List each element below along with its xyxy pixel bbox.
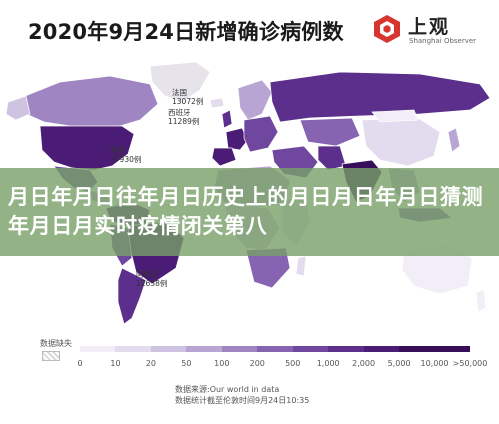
legend-tick-label: 10,000 bbox=[420, 359, 449, 368]
region-scandinavia bbox=[237, 79, 273, 121]
callout-spain: 西班牙 11289例 bbox=[168, 108, 199, 126]
region-canada bbox=[19, 75, 159, 129]
callout-label: 西班牙 bbox=[168, 108, 191, 117]
region-china bbox=[361, 117, 441, 167]
callout-label: 美国 bbox=[110, 146, 125, 155]
overlay-banner: 月日年月日往年月日历史上的月日月日年月日猜测年月日月实时疫情闭关第八 bbox=[0, 168, 499, 256]
callout-france: 法国 13072例 bbox=[172, 88, 203, 106]
shanghai-observer-logo-icon bbox=[374, 15, 400, 43]
callout-value: 11289例 bbox=[168, 117, 200, 126]
legend-scale: 0 10 20 50 100 200 500 1,000 2,000 5,000 10,000 >50… bbox=[77, 346, 487, 368]
legend-swatch bbox=[363, 346, 400, 352]
callout-usa: 美国 37930例 bbox=[110, 146, 141, 164]
legend-tick-label: 500 bbox=[285, 359, 301, 368]
legend-swatch bbox=[434, 346, 471, 352]
region-new-zealand bbox=[475, 289, 487, 313]
legend-tick-label: >50,000 bbox=[452, 359, 488, 368]
legend-tick-label: 10 bbox=[110, 359, 121, 368]
region-alaska bbox=[5, 95, 31, 121]
region-greenland bbox=[149, 62, 211, 103]
color-legend: 数据缺失 0 10 20 50 100 200 500 1,000 2,000 5,000 10,0… bbox=[40, 338, 487, 368]
legend-tick-label: 100 bbox=[214, 359, 230, 368]
region-iceland bbox=[209, 97, 225, 109]
region-madagascar bbox=[295, 255, 307, 277]
callout-label: 阿根廷 bbox=[136, 270, 159, 279]
legend-tick-label: 1,000 bbox=[316, 359, 340, 368]
logo-name: 上观 bbox=[408, 16, 451, 38]
region-russia bbox=[269, 71, 491, 123]
legend-tick-label: 2,000 bbox=[352, 359, 376, 368]
region-spain bbox=[211, 147, 237, 167]
region-argentina bbox=[117, 267, 147, 325]
logo-subtitle: Shanghai Observer bbox=[409, 37, 477, 45]
legend-swatch bbox=[257, 346, 294, 352]
brand-logo: 上观 Shanghai Observer bbox=[372, 10, 490, 50]
callout-value: 12638例 bbox=[136, 279, 168, 288]
region-uk bbox=[221, 109, 233, 129]
region-japan bbox=[447, 127, 461, 153]
callout-label: 法国 bbox=[172, 88, 187, 97]
legend-missing-swatch bbox=[42, 351, 60, 361]
legend-tick-label: 0 bbox=[77, 359, 83, 368]
legend-tick-label: 50 bbox=[181, 359, 192, 368]
legend-swatch bbox=[292, 346, 329, 352]
legend-swatch bbox=[186, 346, 223, 352]
legend-tick-label: 20 bbox=[145, 359, 156, 368]
page-title: 2020年9月24日新增确诊病例数 bbox=[28, 20, 344, 44]
source-date-line: 数据统计截至伦敦时间9月24日10:35 bbox=[175, 396, 310, 405]
legend-swatch bbox=[328, 346, 365, 352]
region-france bbox=[225, 127, 249, 151]
source-note: 数据来源:Our world in data 数据统计截至伦敦时间9月24日10… bbox=[175, 384, 309, 406]
banner-text: 月日年月日往年月日历史上的月日月日年月日猜测年月日月实时疫情闭关第八 bbox=[8, 185, 484, 238]
region-central-europe bbox=[243, 115, 279, 153]
legend-tick-label: 5,000 bbox=[387, 359, 411, 368]
callout-value: 37930例 bbox=[110, 155, 142, 164]
legend-missing-label: 数据缺失 bbox=[40, 339, 72, 348]
legend-swatch bbox=[80, 346, 116, 352]
source-line: 数据来源:Our world in data bbox=[175, 385, 280, 394]
legend-swatch bbox=[150, 346, 187, 352]
region-mongolia bbox=[371, 109, 419, 123]
legend-swatch bbox=[399, 346, 436, 352]
legend-swatch bbox=[221, 346, 258, 352]
callout-value: 13072例 bbox=[172, 97, 204, 106]
callout-argentina: 阿根廷 12638例 bbox=[136, 270, 167, 288]
legend-tick-label: 200 bbox=[249, 359, 265, 368]
region-central-asia bbox=[299, 117, 361, 147]
legend-swatch bbox=[115, 346, 152, 352]
